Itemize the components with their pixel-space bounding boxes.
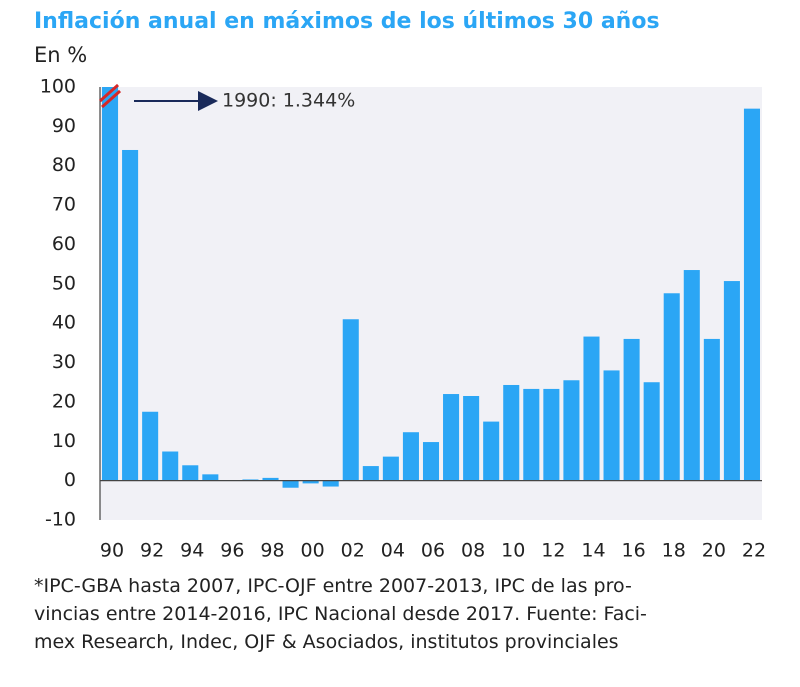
bar xyxy=(382,456,399,481)
y-tick-label: 100 xyxy=(40,76,76,98)
footnote-line: *IPC-GBA hasta 2007, IPC-OJF entre 2007-… xyxy=(34,575,632,597)
y-tick-label: -10 xyxy=(45,509,76,531)
bar xyxy=(282,480,299,488)
break-mark xyxy=(99,83,120,103)
bar xyxy=(603,370,620,481)
bar xyxy=(583,336,600,481)
bar xyxy=(402,432,419,481)
bar xyxy=(262,477,279,481)
bar xyxy=(102,87,119,481)
bar xyxy=(142,411,159,481)
bar xyxy=(503,384,520,481)
x-tick-label: 08 xyxy=(461,540,485,562)
footnote-line: mex Research, Indec, OJF & Asociados, in… xyxy=(34,631,619,653)
footnote-line: vincias entre 2014-2016, IPC Nacional de… xyxy=(34,603,647,625)
bar xyxy=(723,281,740,481)
chart-title: Inflación anual en máximos de los último… xyxy=(34,9,660,34)
x-tick-label: 22 xyxy=(742,540,766,562)
annotation: 1990: 1.344% xyxy=(222,90,355,112)
chart: Inflación anual en máximos de los último… xyxy=(34,9,766,562)
x-tick-label: 98 xyxy=(260,540,284,562)
y-tick-label: 0 xyxy=(64,469,76,491)
break-mark xyxy=(101,89,122,109)
x-tick-label: 16 xyxy=(622,540,646,562)
bar xyxy=(162,451,179,481)
y-tick-label: 40 xyxy=(52,312,76,334)
x-tick-label: 90 xyxy=(100,540,124,562)
y-tick-label: 60 xyxy=(52,233,76,255)
x-tick-label: 04 xyxy=(381,540,405,562)
y-tick-label: 30 xyxy=(52,351,76,373)
bar xyxy=(543,388,560,481)
y-tick-label: 90 xyxy=(52,115,76,137)
x-tick-label: 92 xyxy=(140,540,164,562)
x-tick-label: 10 xyxy=(501,540,525,562)
y-tick-label: 20 xyxy=(52,390,76,412)
bar xyxy=(563,380,580,481)
bar xyxy=(443,394,460,481)
bar xyxy=(322,480,339,487)
bar xyxy=(483,421,500,481)
subtitle: En % xyxy=(34,43,87,67)
bar xyxy=(743,108,760,481)
y-tick-label: 70 xyxy=(52,194,76,216)
x-tick-label: 06 xyxy=(421,540,445,562)
bar xyxy=(463,396,480,481)
bar xyxy=(302,480,319,484)
y-tick-label: 50 xyxy=(52,272,76,294)
bar xyxy=(683,270,700,481)
bar xyxy=(362,466,379,481)
bar xyxy=(202,474,219,481)
bar xyxy=(663,293,680,481)
bar xyxy=(182,465,199,481)
footnote: *IPC-GBA hasta 2007, IPC-OJF entre 2007-… xyxy=(34,572,774,656)
bar xyxy=(623,338,640,481)
x-tick-label: 00 xyxy=(301,540,325,562)
y-tick-label: 80 xyxy=(52,154,76,176)
x-tick-label: 02 xyxy=(341,540,365,562)
bar xyxy=(643,382,660,481)
y-tick-label: 10 xyxy=(52,430,76,452)
bar xyxy=(122,149,139,481)
x-tick-label: 96 xyxy=(220,540,244,562)
x-tick-label: 12 xyxy=(541,540,565,562)
x-tick-label: 18 xyxy=(662,540,686,562)
bar xyxy=(523,388,540,481)
bar xyxy=(422,442,440,481)
x-tick-label: 14 xyxy=(581,540,605,562)
x-tick-label: 20 xyxy=(702,540,726,562)
x-tick-label: 94 xyxy=(180,540,204,562)
bar xyxy=(342,319,359,481)
bar xyxy=(703,338,720,481)
